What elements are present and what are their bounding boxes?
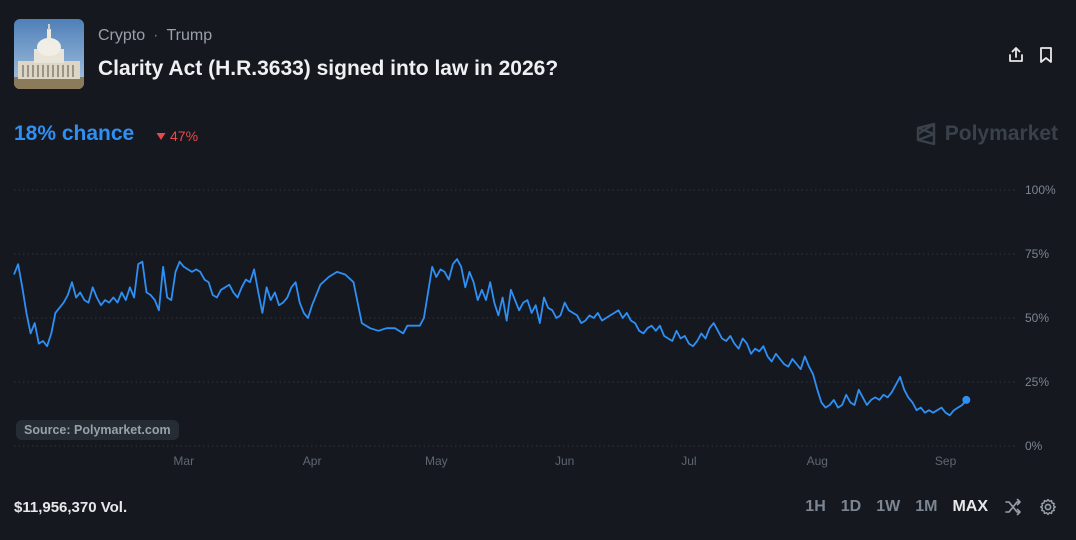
x-tick-label: Mar — [173, 454, 194, 468]
latest-point-marker — [962, 395, 971, 404]
brand-name: Polymarket — [944, 122, 1058, 145]
range-max-button[interactable]: MAX — [952, 498, 988, 515]
source-badge: Source: Polymarket.com — [16, 420, 179, 440]
x-tick-label: Apr — [303, 454, 322, 468]
bookmark-icon — [1040, 47, 1052, 63]
chart-grid — [14, 189, 1016, 447]
x-tick-label: Sep — [935, 454, 957, 468]
breadcrumb: Crypto · Trump — [98, 27, 212, 45]
y-tick-label: 0% — [1025, 439, 1043, 453]
chance-change-value: 47% — [170, 128, 199, 144]
range-1d-button[interactable]: 1D — [840, 498, 862, 515]
market-title: Clarity Act (H.R.3633) signed into law i… — [98, 57, 559, 80]
price-chart: 100% 75% 50% 25% 0% Mar Apr May Jun Jul Aug Sep — [13, 183, 1056, 468]
share-icon — [1009, 47, 1023, 62]
series-line — [13, 258, 968, 417]
range-1m-button[interactable]: 1M — [915, 498, 938, 515]
down-triangle-icon — [156, 132, 166, 140]
chart-series — [13, 258, 971, 417]
market-thumbnail — [14, 19, 84, 89]
x-tick-label: Jul — [681, 454, 696, 468]
y-axis-labels: 100% 75% 50% 25% 0% — [1025, 183, 1056, 453]
breadcrumb-separator: · — [153, 27, 159, 44]
range-1h-button[interactable]: 1H — [805, 498, 826, 515]
shuffle-icon — [1005, 498, 1021, 516]
header-actions — [1006, 44, 1056, 66]
breadcrumb-crypto[interactable]: Crypto — [98, 27, 146, 44]
settings-button[interactable] — [1038, 497, 1058, 517]
polymarket-logo-icon — [916, 122, 935, 146]
breadcrumb-trump[interactable]: Trump — [166, 27, 213, 44]
x-tick-label: Jun — [555, 454, 574, 468]
range-selector: 1H 1D 1W 1M MAX — [805, 497, 1058, 517]
y-tick-label: 100% — [1025, 183, 1056, 197]
chance-change: 47% — [156, 128, 198, 144]
bookmark-button[interactable] — [1036, 44, 1056, 66]
share-button[interactable] — [1006, 44, 1026, 66]
y-tick-label: 50% — [1025, 311, 1049, 325]
y-tick-label: 25% — [1025, 375, 1049, 389]
x-tick-label: Aug — [807, 454, 828, 468]
x-tick-label: May — [425, 454, 448, 468]
gear-icon — [1040, 498, 1056, 516]
y-tick-label: 75% — [1025, 247, 1049, 261]
x-axis-labels: Mar Apr May Jun Jul Aug Sep — [173, 454, 956, 468]
range-1w-button[interactable]: 1W — [876, 498, 901, 515]
shuffle-button[interactable] — [1003, 497, 1023, 517]
volume-label: $11,956,370 Vol. — [14, 499, 128, 516]
brand-watermark: Polymarket — [915, 122, 1058, 146]
capitol-image-icon — [14, 19, 84, 89]
chance-value: 18% chance — [14, 122, 135, 145]
